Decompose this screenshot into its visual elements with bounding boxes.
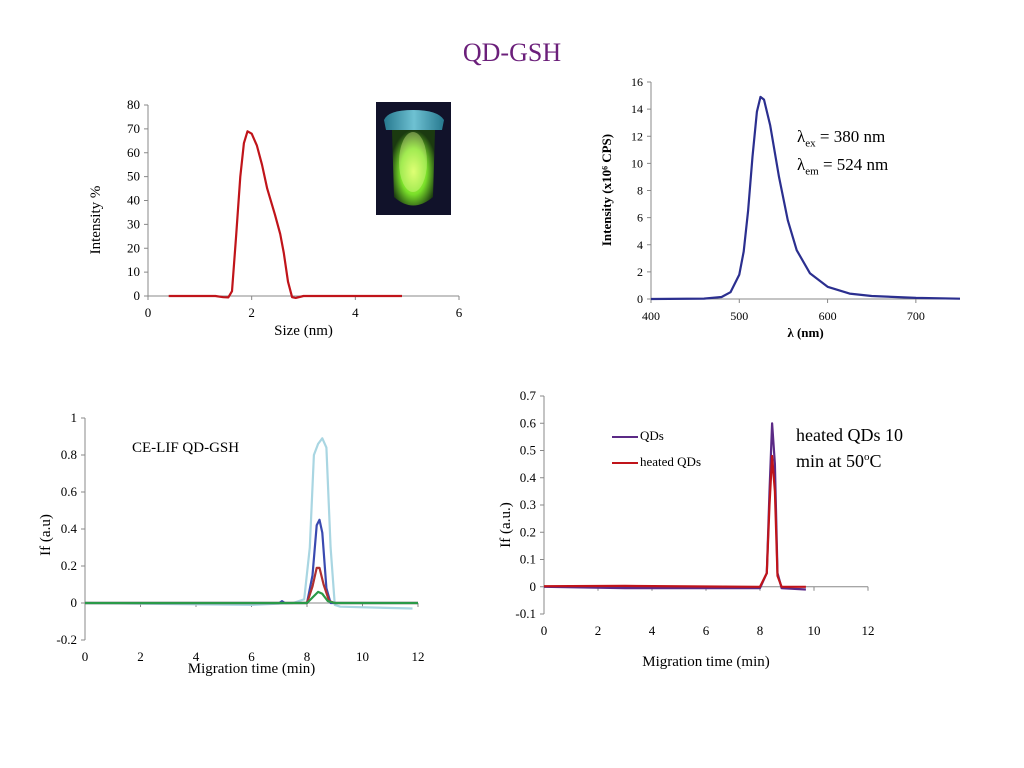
y-tick-label: 0.8 xyxy=(61,447,77,462)
y-axis-title: Intensity (x10⁶ CPS) xyxy=(599,134,614,246)
y-tick-label: 0.4 xyxy=(61,521,78,536)
y-tick-label: -0.2 xyxy=(56,632,77,647)
y-tick-label: 0 xyxy=(134,288,141,303)
y-tick-label: 10 xyxy=(127,264,140,279)
y-tick-label: 0 xyxy=(530,579,537,594)
y-tick-label: 0.1 xyxy=(520,552,536,567)
x-tick-label: 4 xyxy=(352,305,359,320)
y-tick-label: 0.5 xyxy=(520,443,536,458)
series-line-1 xyxy=(85,518,418,605)
y-tick-label: 80 xyxy=(127,97,140,112)
x-tick-label: 12 xyxy=(412,649,425,664)
ce-lif-annotation: CE-LIF QD-GSH xyxy=(132,440,240,456)
x-axis-title: Migration time (min) xyxy=(642,654,769,670)
x-tick-label: 4 xyxy=(193,649,200,664)
excitation-label: λex = 380 nm xyxy=(797,127,886,150)
y-tick-label: -0.1 xyxy=(515,606,536,621)
y-tick-label: 6 xyxy=(637,211,643,225)
x-tick-label: 700 xyxy=(907,309,925,323)
y-tick-label: 1 xyxy=(71,410,78,425)
y-tick-label: 50 xyxy=(127,169,140,184)
emission-label: λem = 524 nm xyxy=(797,155,889,178)
x-tick-label: 2 xyxy=(137,649,144,664)
y-tick-label: 60 xyxy=(127,145,140,160)
y-tick-label: 0 xyxy=(637,292,643,306)
x-axis-title: Migration time (min) xyxy=(188,661,315,677)
x-tick-label: 4 xyxy=(649,623,656,638)
x-tick-label: 600 xyxy=(819,309,837,323)
x-tick-label: 400 xyxy=(642,309,660,323)
series-line-0 xyxy=(650,95,961,301)
excitation-emission-annotation: λex = 380 nm λem = 524 nm xyxy=(797,126,888,183)
legend-label: heated QDs xyxy=(640,454,702,469)
legend-item-qds: QDs xyxy=(612,428,664,444)
legend-item-heated-qds: heated QDs xyxy=(612,454,701,470)
x-tick-label: 500 xyxy=(730,309,748,323)
x-tick-label: 2 xyxy=(595,623,602,638)
series-line-0 xyxy=(84,437,413,610)
y-tick-label: 4 xyxy=(637,238,643,252)
x-tick-label: 2 xyxy=(248,305,255,320)
chart-fluorescence: 0 2 4 6 8 10 12 14 16 400 500 600 700 λ (nm) Intensity… xyxy=(599,75,961,340)
x-axis-title: λ (nm) xyxy=(787,325,823,340)
x-tick-label: 10 xyxy=(808,623,821,638)
series-line-0 xyxy=(168,130,402,299)
y-tick-label: 30 xyxy=(127,216,140,231)
y-tick-label: 10 xyxy=(631,156,643,170)
vial-photo xyxy=(376,102,451,215)
x-tick-label: 8 xyxy=(757,623,764,638)
y-tick-label: 70 xyxy=(127,121,140,136)
legend-label: QDs xyxy=(640,428,664,443)
y-axis-title: If (a.u) xyxy=(38,514,54,556)
y-tick-label: 20 xyxy=(127,240,140,255)
chart-ce-heated: -0.1 0 0.1 0.2 0.3 0.4 0.5 0.6 0.7 0 2 4 6 8 10 12 Migra… xyxy=(498,388,875,670)
legend-swatch xyxy=(612,436,638,439)
y-tick-label: 8 xyxy=(637,184,643,198)
heated-annotation: heated QDs 10 min at 50oC xyxy=(796,425,903,471)
y-tick-label: 0.6 xyxy=(520,415,537,430)
x-tick-label: 6 xyxy=(456,305,463,320)
y-tick-label: 0 xyxy=(71,595,78,610)
x-tick-label: 6 xyxy=(248,649,255,664)
y-tick-label: 0.4 xyxy=(520,470,537,485)
y-tick-label: 40 xyxy=(127,193,140,208)
y-tick-label: 0.2 xyxy=(520,524,536,539)
y-tick-label: 0.2 xyxy=(61,558,77,573)
legend-swatch xyxy=(612,462,638,465)
y-axis-title: Intensity % xyxy=(88,186,104,255)
y-tick-label: 14 xyxy=(631,102,643,116)
x-tick-label: 8 xyxy=(304,649,311,664)
x-axis-title: Size (nm) xyxy=(274,323,333,339)
y-tick-label: 0.3 xyxy=(520,497,536,512)
y-tick-label: 12 xyxy=(631,129,643,143)
y-axis-title: If (a.u.) xyxy=(498,502,514,547)
series-line-2 xyxy=(85,566,418,605)
page-title: QD-GSH xyxy=(462,38,562,67)
x-tick-label: 6 xyxy=(703,623,710,638)
y-tick-label: 16 xyxy=(631,75,643,89)
y-tick-label: 0.6 xyxy=(61,484,78,499)
x-tick-label: 0 xyxy=(145,305,152,320)
x-tick-label: 0 xyxy=(82,649,89,664)
series-line-1 xyxy=(543,454,806,588)
x-tick-label: 12 xyxy=(862,623,875,638)
y-tick-label: 0.7 xyxy=(520,388,537,403)
x-tick-label: 10 xyxy=(356,649,369,664)
y-tick-label: 2 xyxy=(637,265,643,279)
series-line-3 xyxy=(85,590,418,605)
chart-dls: 0 10 20 30 40 50 60 70 80 0 2 4 6 Size (nm) Intensity … xyxy=(88,97,463,339)
x-tick-label: 0 xyxy=(541,623,548,638)
